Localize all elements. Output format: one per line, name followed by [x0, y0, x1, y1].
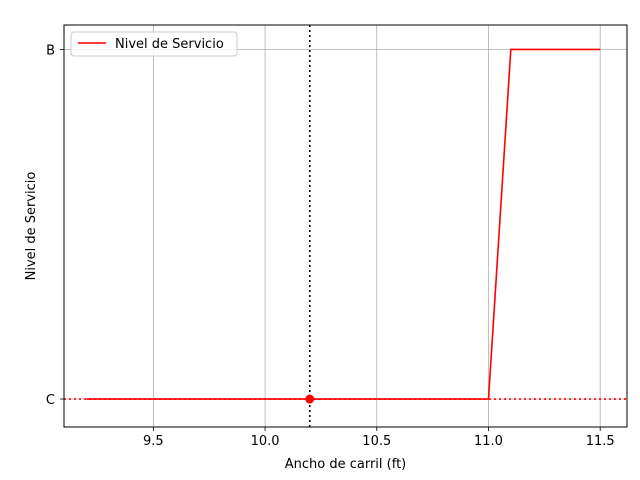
y-tick-label: B — [46, 43, 55, 58]
x-tick-label: 9.5 — [143, 434, 164, 449]
legend-box — [70, 31, 238, 57]
legend-entry-label: Nivel de Servicio — [115, 37, 224, 52]
x-axis-label: Ancho de carril (ft) — [285, 457, 407, 472]
x-tick-label: 10.0 — [251, 434, 280, 449]
series-group — [86, 48, 601, 404]
y-axis-label: Nivel de Servicio — [24, 172, 39, 281]
grid-lines — [64, 25, 627, 427]
y-tick-label: C — [46, 393, 55, 408]
y-axis-ticks: CB — [46, 43, 64, 408]
legend: Nivel de Servicio — [70, 31, 238, 57]
highlight-marker — [305, 394, 315, 404]
series-line — [86, 48, 601, 400]
plot-frame — [63, 24, 628, 428]
x-tick-label: 11.5 — [586, 434, 615, 449]
x-axis-ticks: 9.5 10.0 10.5 11.0 11.5 — [143, 427, 615, 449]
reference-lines — [64, 25, 627, 427]
x-tick-label: 10.5 — [362, 434, 391, 449]
x-tick-label: 11.0 — [474, 434, 503, 449]
